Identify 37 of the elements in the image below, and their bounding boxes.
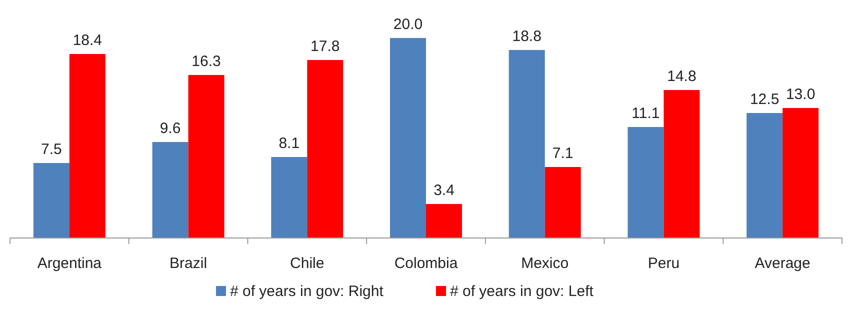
- legend-label: # of years in gov: Right: [230, 283, 384, 300]
- bar: [664, 90, 700, 238]
- data-label: 12.5: [750, 91, 780, 108]
- data-label: 20.0: [393, 16, 423, 33]
- x-tick-label: Brazil: [170, 255, 208, 272]
- x-tick-label: Colombia: [394, 255, 458, 272]
- data-label: 18.8: [512, 28, 542, 45]
- bar: [746, 113, 783, 238]
- data-label: 13.0: [786, 86, 816, 103]
- x-tick-label: Peru: [648, 255, 680, 272]
- x-tick-label: Mexico: [521, 255, 569, 272]
- data-label: 11.1: [632, 105, 660, 122]
- bar: [152, 142, 188, 238]
- data-label: 9.6: [160, 120, 181, 137]
- data-label: 7.1: [552, 145, 574, 162]
- x-tick-label: Chile: [290, 255, 324, 272]
- bar: [508, 50, 545, 238]
- data-label: 8.1: [278, 135, 300, 152]
- x-tick-label: Argentina: [37, 255, 102, 272]
- data-label: 3.4: [434, 182, 454, 199]
- bar: [69, 54, 106, 238]
- bar: [544, 167, 581, 238]
- data-label: 17.8: [310, 38, 340, 55]
- data-label: 14.8: [667, 68, 696, 85]
- bar: [307, 60, 344, 238]
- bar: [628, 127, 664, 238]
- bar: [188, 75, 224, 238]
- data-label: 16.3: [192, 53, 221, 70]
- bar: [271, 157, 308, 238]
- data-label: 18.4: [72, 32, 102, 49]
- bar: [33, 163, 70, 238]
- data-label: 7.5: [41, 141, 62, 158]
- bar: [782, 108, 819, 238]
- x-tick-label: Average: [754, 255, 810, 272]
- bar: [426, 204, 462, 238]
- bar: [390, 38, 426, 238]
- legend-label: # of years in gov: Left: [450, 283, 594, 300]
